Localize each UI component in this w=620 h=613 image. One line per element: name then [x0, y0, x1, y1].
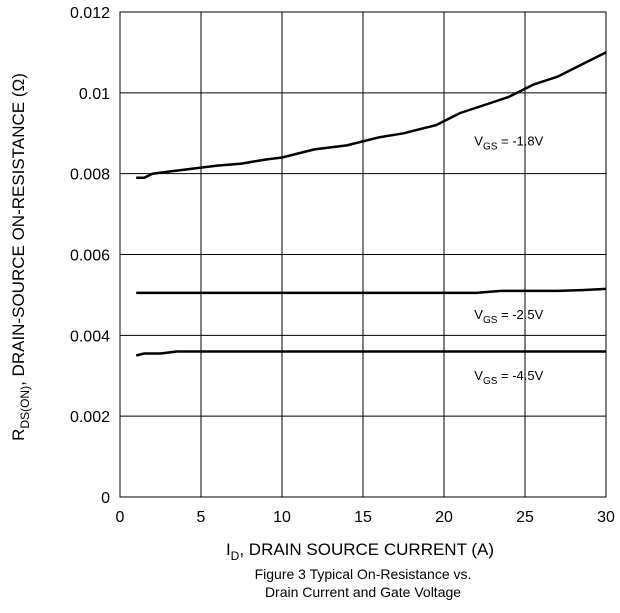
- caption-line: Drain Current and Gate Voltage: [264, 584, 462, 600]
- y-tick-label: 0.002: [70, 409, 110, 426]
- series-label: VGS = -1.8V: [474, 133, 543, 152]
- x-tick-label: 30: [597, 509, 615, 526]
- y-tick-labels: 0 0.002 0.004 0.006 0.008 0.01 0.012: [70, 5, 110, 507]
- series-line: [136, 287, 607, 295]
- plot-frame: [119, 11, 607, 498]
- y-tick-label: 0.008: [70, 167, 110, 184]
- x-tick-label: 15: [354, 509, 372, 526]
- y-tick-label: 0.012: [70, 5, 110, 22]
- x-axis-title: ID, DRAIN SOURCE CURRENT (A): [226, 540, 494, 560]
- x-tick-label: 20: [435, 509, 453, 526]
- series-label: VGS = -2.5V: [474, 307, 543, 326]
- series-label: VGS = -4.5V: [474, 368, 543, 387]
- series-lines: [135, 51, 607, 357]
- series-line: [136, 51, 607, 179]
- figure-caption: Figure 3 Typical On-Resistance vs. Drain…: [120, 565, 606, 601]
- x-tick-labels: 0 5 10 15 20 25 30: [116, 509, 615, 526]
- x-tick-label: 5: [197, 509, 206, 526]
- x-tick-label: 25: [516, 509, 534, 526]
- x-tick-label: 0: [116, 509, 125, 526]
- x-tick-label: 10: [273, 509, 291, 526]
- series-labels: VGS = -1.8V VGS = -2.5V VGS = -4.5V: [474, 133, 543, 386]
- chart-canvas: 0 5 10 15 20 25 30 0 0.002 0.004 0.006 0.008 0.01 0.…: [9, 5, 615, 560]
- y-axis-title: RDS(ON), DRAIN-SOURCE ON-RESISTANCE (Ω): [9, 73, 32, 441]
- y-tick-label: 0: [101, 490, 110, 507]
- series-line: [135, 350, 606, 357]
- caption-line: Figure 3 Typical On-Resistance vs.: [254, 566, 472, 582]
- y-tick-label: 0.01: [79, 86, 110, 103]
- y-tick-label: 0.004: [70, 328, 110, 345]
- y-tick-label: 0.006: [70, 248, 110, 265]
